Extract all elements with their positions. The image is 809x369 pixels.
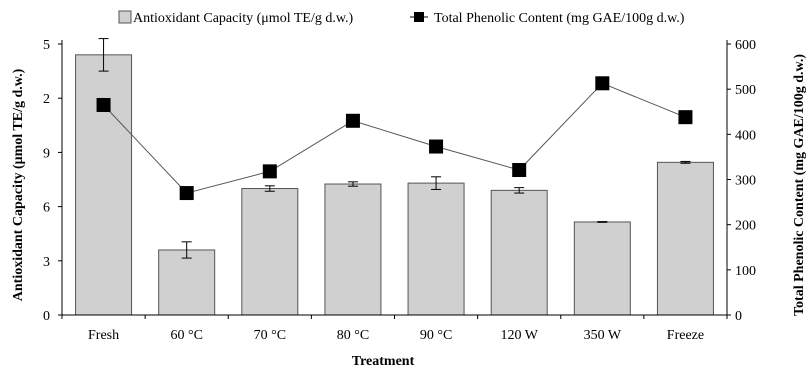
x-tick-label-5: 120 W (500, 328, 538, 343)
y-right-tick-label-4: 400 (735, 128, 756, 143)
legend-line-marker (414, 12, 424, 22)
x-tick-label-2: 70 °C (254, 328, 286, 343)
legend-bar-swatch (118, 10, 132, 24)
x-axis-title: Treatment (352, 354, 415, 369)
x-tick-label-3: 80 °C (337, 328, 369, 343)
y-right-tick-label-3: 300 (735, 174, 756, 189)
x-tick-label-4: 90 °C (420, 328, 452, 343)
x-tick-label-7: Freeze (667, 328, 704, 343)
y-right-tick-label-0: 0 (735, 309, 742, 324)
bar-2 (241, 188, 299, 316)
y-right-tick-label-5: 500 (735, 83, 756, 98)
bar-4 (407, 182, 465, 316)
y-left-axis-title: Antioxidant Capacity (μmol TE/g d.w.) (11, 68, 26, 301)
bar-3 (324, 183, 382, 316)
bar-5 (490, 189, 548, 316)
bar-7 (656, 161, 714, 316)
bar-0 (75, 54, 133, 316)
phenolic-point-5 (512, 163, 527, 178)
phenolic-point-3 (345, 113, 360, 128)
legend-line-label: Total Phenolic Content (mg GAE/100g d.w.… (434, 11, 685, 26)
phenolic-point-7 (678, 110, 693, 125)
bar-6 (573, 221, 631, 316)
x-tick-label-0: Fresh (88, 328, 119, 343)
phenolic-point-2 (262, 164, 277, 179)
phenolic-point-1 (179, 186, 194, 201)
y-right-axis-title: Total Phenolic Content (mg GAE/100g d.w.… (792, 54, 807, 316)
phenolic-point-4 (429, 139, 444, 154)
y-left-tick-label-5: 5 (43, 38, 50, 53)
plot-area: 0 3 6 9 2 5 0 100 200 300 400 500 600 Fresh 60 °C 70 °C… (43, 38, 756, 343)
y-right-tick-label-1: 100 (735, 264, 756, 279)
phenolic-point-0 (96, 97, 111, 112)
y-left-tick-label-0: 0 (43, 309, 50, 324)
x-tick-label-1: 60 °C (170, 328, 202, 343)
y-left-tick-label-3: 9 (43, 146, 50, 161)
legend: Antioxidant Capacity (μmol TE/g d.w.) To… (118, 10, 685, 26)
y-left-tick-label-1: 3 (43, 255, 50, 270)
phenolic-point-6 (595, 76, 610, 91)
phenolic-line (103, 82, 686, 194)
y-left-tick-label-2: 6 (43, 201, 50, 216)
bar-1 (158, 249, 216, 316)
x-tick-label-6: 350 W (584, 328, 622, 343)
y-right-tick-label-2: 200 (735, 219, 756, 234)
legend-bar-label: Antioxidant Capacity (μmol TE/g d.w.) (133, 11, 354, 26)
y-right-tick-label-6: 600 (735, 38, 756, 53)
y-left-tick-label-4: 2 (43, 92, 50, 107)
